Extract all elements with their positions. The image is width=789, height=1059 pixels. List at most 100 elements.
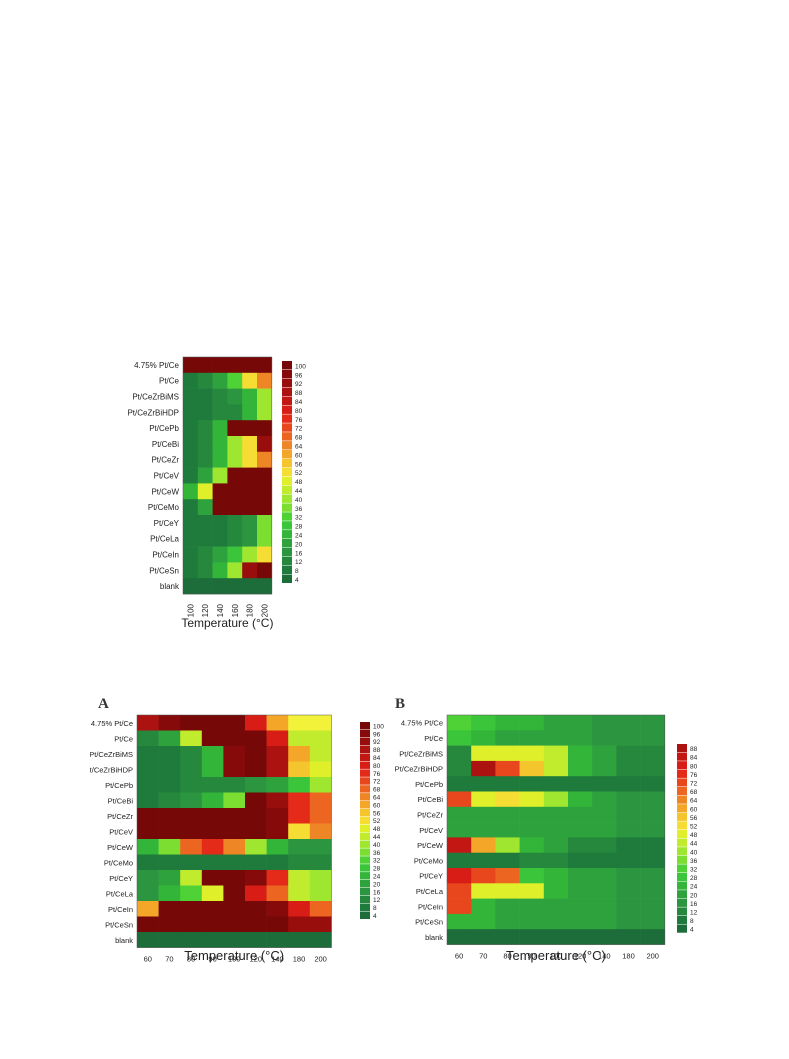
heatmap-cell-10-4 [242, 515, 258, 532]
heatmap-cell-13-4 [242, 562, 258, 579]
legend-swatch [282, 485, 292, 494]
heatmap-cell-11-5 [245, 885, 267, 902]
legend-swatch [360, 777, 370, 785]
legend-swatch [360, 895, 370, 904]
legend-label: 84 [295, 399, 303, 406]
heatmap-cell-14-7 [616, 929, 641, 945]
heatmap-cell-7-4 [242, 467, 258, 484]
heatmap-cell-0-0 [183, 357, 199, 374]
heatmap-cell-2-3 [227, 388, 243, 405]
heatmap-cell-0-4 [543, 715, 569, 731]
legend-label: 60 [373, 802, 381, 809]
heatmap-cell-5-3 [227, 436, 243, 453]
legend-swatch [677, 795, 687, 804]
heatmap-cell-13-1 [471, 913, 496, 930]
heatmap-cell-7-6 [592, 822, 617, 838]
legend-swatch [282, 405, 292, 414]
heatmap-cell-0-2 [495, 715, 520, 731]
heatmap-cell-1-7 [288, 730, 311, 747]
heatmap-cell-3-6 [266, 761, 289, 778]
legend-swatch [282, 503, 292, 512]
heatmap-cell-13-7 [288, 916, 311, 933]
heatmap-cell-4-3 [519, 776, 545, 792]
legend-label: 80 [373, 763, 381, 770]
legend-label: 92 [373, 739, 381, 746]
heatmap-cell-14-0 [183, 578, 199, 595]
x-tick-label: 140 [598, 952, 611, 961]
heatmap-cell-5-8 [640, 791, 666, 808]
legend-label: 52 [690, 824, 698, 831]
heatmap-cell-14-0 [447, 929, 472, 945]
heatmap-cell-9-6 [266, 854, 289, 871]
heatmap-cell-3-0 [137, 761, 159, 778]
heatmap-cell-13-5 [568, 913, 593, 930]
heatmap-cell-6-4 [242, 451, 258, 468]
heatmap-cell-8-5 [568, 837, 593, 853]
heatmap-cell-6-1 [158, 808, 181, 824]
heatmap-cell-13-3 [227, 562, 243, 579]
heatmap-cell-2-0 [183, 388, 199, 405]
heatmap-cell-3-8 [640, 760, 666, 777]
heatmap-cell-10-0 [183, 515, 199, 532]
legend-label: 48 [295, 479, 303, 486]
legend-label: 12 [373, 897, 381, 904]
legend-label: 88 [373, 747, 381, 754]
legend-swatch [282, 512, 292, 521]
legend-swatch [677, 864, 687, 873]
legend-label: 24 [690, 884, 698, 891]
x-tick-label: 140 [216, 603, 225, 617]
heatmap-cell-5-1 [197, 436, 213, 453]
legend-swatch [677, 761, 687, 770]
x-tick-label: 180 [622, 952, 635, 961]
legend-label: 56 [295, 461, 303, 468]
heatmap-cell-8-4 [223, 839, 246, 855]
heatmap-cell-14-6 [592, 929, 617, 945]
legend-label: 56 [690, 815, 698, 822]
legend-label: 4 [690, 927, 694, 934]
heatmap-cell-10-8 [309, 870, 332, 886]
y-tick-label: Pt/CeY [419, 872, 443, 881]
heatmap-cell-10-2 [180, 870, 203, 886]
legend-label: 92 [295, 381, 303, 388]
heatmap-cell-4-0 [447, 776, 472, 792]
heatmap-cell-7-3 [227, 467, 243, 484]
heatmap-cell-9-2 [495, 852, 520, 869]
y-tick-label: Pt/CeZr [417, 810, 443, 819]
y-tick-label: Pt/CeIn [152, 551, 179, 560]
legend-label: 80 [690, 763, 698, 770]
heatmap-cell-12-5 [568, 898, 593, 915]
legend-swatch [282, 414, 292, 423]
legend-label: 84 [373, 755, 381, 762]
heatmap-cell-9-1 [197, 499, 213, 516]
heatmap-cell-12-0 [447, 898, 472, 915]
legend-label: 20 [373, 881, 381, 888]
heatmap-cell-1-3 [227, 372, 243, 389]
heatmap-cell-14-4 [223, 932, 246, 948]
legend-label: 36 [373, 850, 381, 857]
heatmap-cell-4-3 [201, 777, 224, 793]
x-tick-label: 60 [455, 952, 463, 961]
legend-label: 44 [690, 841, 698, 848]
heatmap-cell-7-8 [309, 823, 332, 840]
heatmap-cell-7-2 [212, 467, 228, 484]
heatmap-cell-0-0 [447, 715, 472, 731]
heatmap-cell-5-5 [245, 792, 267, 809]
legend-label: 32 [373, 858, 381, 865]
heatmap-cell-13-3 [201, 916, 224, 933]
heatmap-cell-12-4 [242, 546, 258, 563]
heatmap-cell-2-6 [266, 746, 289, 762]
heatmap-cell-3-4 [242, 404, 258, 421]
y-tick-label: Pt/CeBi [152, 440, 179, 449]
heatmap-cell-4-0 [183, 420, 199, 437]
heatmap-cell-14-8 [309, 932, 332, 948]
heatmap-cell-4-0 [137, 777, 159, 793]
heatmap-cell-14-2 [495, 929, 520, 945]
y-tick-label: Pt/CeZr [107, 812, 133, 821]
heatmap-cell-7-0 [447, 822, 472, 838]
heatmap-cell-8-6 [592, 837, 617, 853]
y-tick-label: Pt/CeW [151, 487, 179, 496]
heatmap-cell-11-0 [137, 885, 159, 902]
x-tick-label: 100 [228, 955, 241, 964]
heatmap-cell-4-1 [197, 420, 213, 437]
heatmap-panel-b: B 4.75% Pt/Ce Pt/Ce Pt/CeZrBiMS Pt/CeZrBiHD… [385, 696, 713, 968]
